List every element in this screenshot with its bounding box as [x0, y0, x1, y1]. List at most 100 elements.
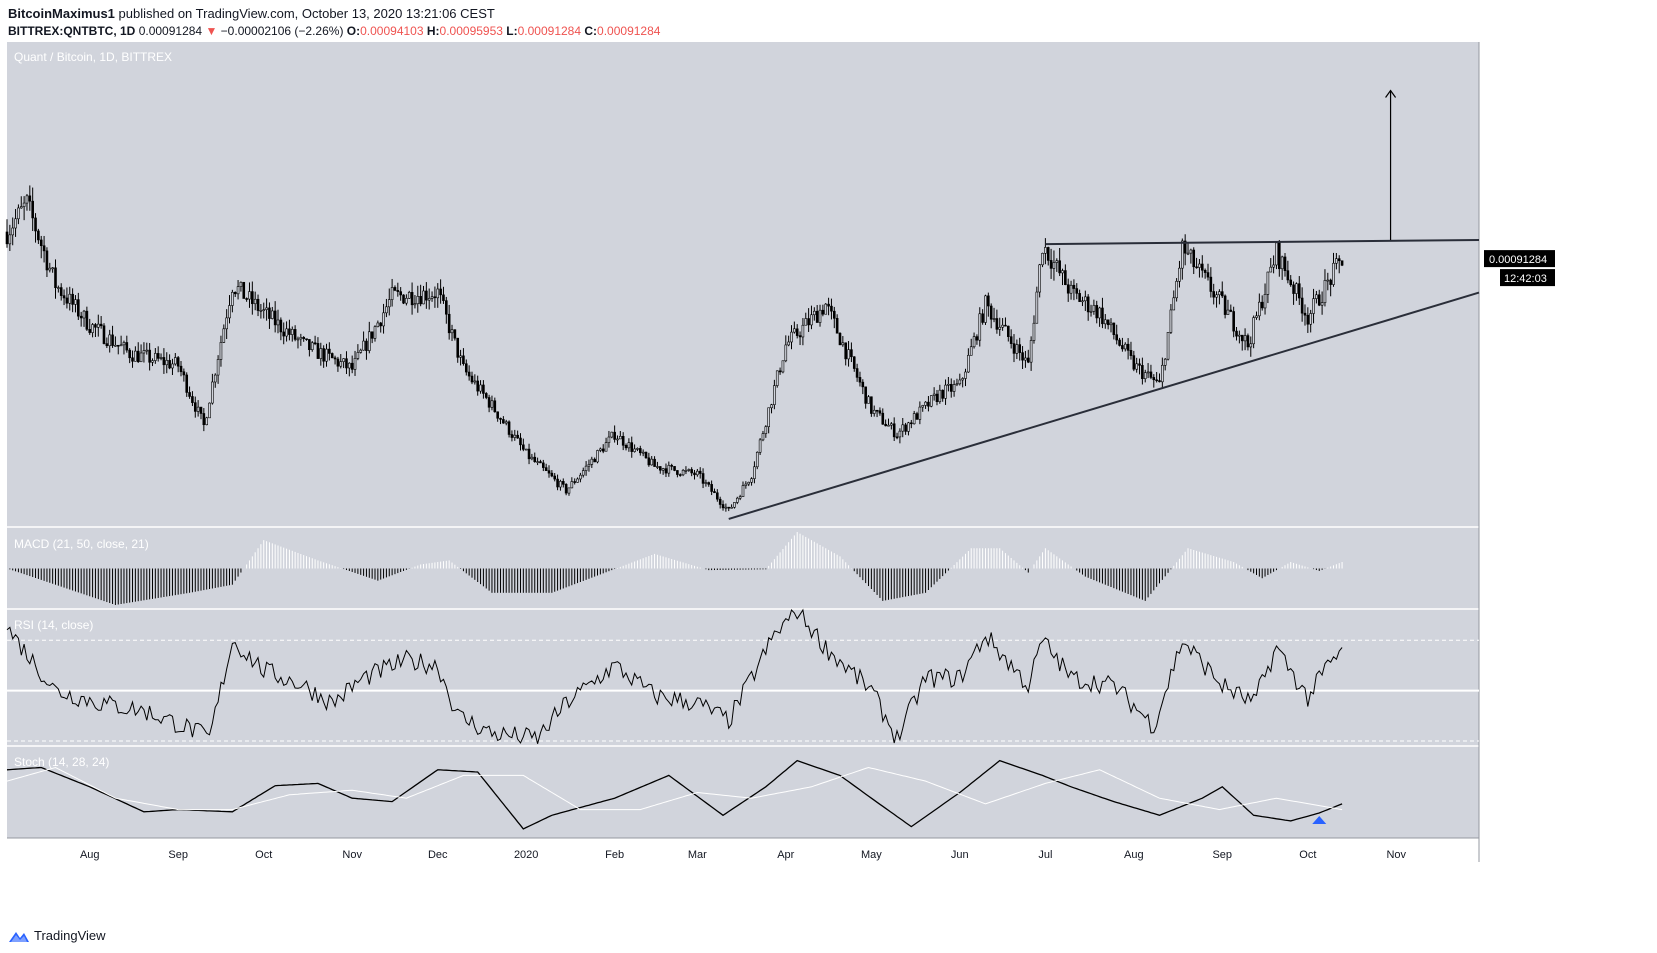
candle-body — [989, 305, 993, 320]
candle-body — [619, 435, 622, 440]
candle-body — [1203, 269, 1207, 273]
tradingview-footer[interactable]: TradingView — [8, 928, 106, 943]
candle-body — [593, 458, 596, 463]
rsi-axis-tick: 80.00 — [1487, 610, 1515, 622]
candle-body — [610, 431, 614, 438]
rsi-pane-title: RSI (14, close) — [14, 618, 93, 632]
candle-body — [915, 413, 919, 420]
candle-body — [193, 402, 197, 412]
candle-body — [553, 475, 557, 480]
candle-body — [981, 313, 984, 323]
publish-header: BitcoinMaximus1 published on TradingView… — [8, 6, 495, 21]
candle-body — [984, 295, 987, 323]
stoch-d-line — [6, 766, 1343, 811]
candle-body — [42, 245, 46, 252]
candle-body — [145, 349, 149, 352]
candle-body — [864, 386, 867, 404]
candle-body — [1272, 264, 1275, 268]
candle-body — [28, 195, 32, 202]
price-axis-tick: 0.00030000 — [1487, 502, 1545, 514]
time-axis-tick: Nov — [342, 849, 362, 861]
candle-body — [231, 291, 234, 306]
candle-body — [547, 470, 551, 474]
last-price: 0.00091284 — [138, 24, 203, 38]
candle-body — [1035, 291, 1039, 324]
candle-body — [844, 342, 847, 360]
candle-body — [898, 430, 902, 438]
candle-body — [958, 379, 962, 385]
candle-body — [1175, 280, 1178, 299]
candle-body — [587, 464, 591, 467]
candle-body — [1098, 307, 1101, 319]
candle-body — [616, 438, 619, 441]
candle-body — [724, 506, 728, 509]
price-axis-tick: 0.00140000 — [1487, 57, 1545, 69]
candle-body — [276, 319, 280, 326]
author-name[interactable]: BitcoinMaximus1 — [8, 6, 115, 21]
candle-body — [1320, 302, 1324, 306]
candle-body — [1200, 263, 1204, 271]
candle-body — [561, 481, 565, 485]
candle-body — [1052, 262, 1056, 269]
candle-body — [701, 473, 705, 484]
candle-body — [1255, 315, 1258, 318]
candle-body — [533, 456, 537, 463]
candle-body — [259, 310, 263, 312]
candle-body — [1024, 357, 1027, 361]
candle-body — [356, 352, 360, 359]
candle-body — [325, 348, 328, 362]
candle-body — [590, 458, 594, 465]
candle-body — [813, 310, 816, 316]
candle-body — [815, 310, 819, 323]
candle-body — [770, 404, 773, 409]
candle-body — [136, 350, 140, 363]
candle-body — [1206, 272, 1210, 278]
candle-body — [804, 318, 808, 326]
candle-body — [410, 292, 414, 306]
candle-body — [1223, 295, 1227, 315]
candle-body — [1115, 334, 1119, 341]
candle-body — [154, 353, 157, 361]
candle-body — [219, 342, 223, 360]
candle-body — [599, 448, 602, 451]
candle-body — [530, 456, 534, 460]
candle-body — [1009, 336, 1013, 344]
candle-body — [604, 442, 608, 452]
candle-body — [439, 288, 442, 296]
close-value: 0.00091284 — [597, 24, 661, 38]
candle-body — [1123, 343, 1127, 350]
price-axis-tick: 0.00130000 — [1487, 98, 1545, 110]
candle-body — [1032, 322, 1036, 341]
candle-body — [199, 406, 203, 414]
candle-body — [907, 422, 910, 432]
candle-body — [316, 343, 320, 359]
candle-body — [1166, 332, 1170, 360]
candle-body — [256, 298, 260, 311]
candle-body — [967, 355, 970, 373]
candle-body — [1149, 371, 1153, 378]
candle-body — [1026, 357, 1030, 363]
candle-body — [245, 298, 248, 300]
stoch-axis-tick: 40.00 — [1487, 799, 1515, 811]
candle-body — [268, 307, 271, 319]
open-label: O: — [346, 24, 361, 38]
candle-body — [1163, 358, 1167, 366]
candle-body — [1292, 284, 1295, 294]
candle-body — [496, 411, 499, 419]
candle-body — [299, 337, 303, 340]
candle-body — [1118, 339, 1121, 346]
candle-body — [1263, 294, 1267, 309]
candle-body — [282, 331, 286, 337]
candle-body — [892, 423, 896, 438]
candle-body — [122, 342, 126, 346]
candle-body — [248, 291, 251, 300]
candle-body — [296, 338, 300, 341]
candle-body — [111, 334, 114, 346]
candle-body — [1220, 291, 1224, 297]
candle-body — [536, 461, 539, 463]
candle-body — [464, 363, 468, 373]
candle-body — [676, 470, 679, 475]
candle-body — [1232, 311, 1235, 332]
candle-body — [527, 448, 531, 460]
